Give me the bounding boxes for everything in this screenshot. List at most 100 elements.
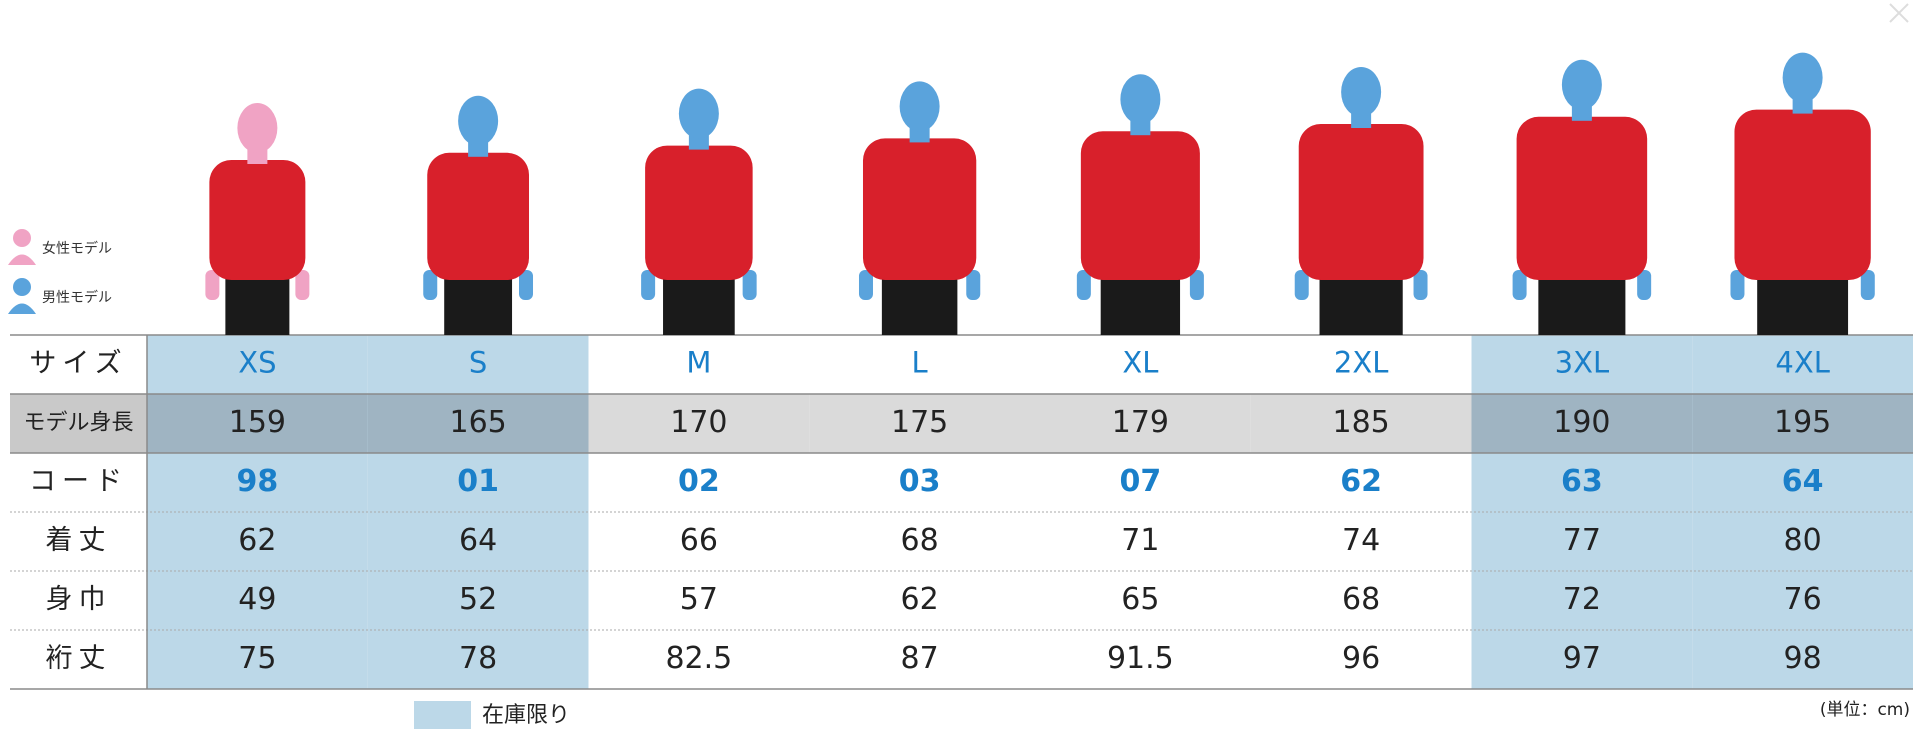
value-cell: 62 xyxy=(901,582,939,617)
value-cell: 87 xyxy=(901,641,939,676)
value-cell: 68 xyxy=(1342,582,1380,617)
value-cell: 80 xyxy=(1784,523,1822,558)
value-cell: 62 xyxy=(238,523,276,558)
figure-jacket xyxy=(645,145,753,280)
value-cell: 71 xyxy=(1121,523,1159,558)
female-icon xyxy=(13,229,31,247)
value-cell: 165 xyxy=(449,405,506,440)
figure-jacket xyxy=(1298,124,1424,280)
male-icon-body xyxy=(8,303,36,314)
figure-pants xyxy=(1757,275,1849,335)
figure-hand xyxy=(641,270,656,300)
stock-swatch xyxy=(414,701,471,729)
row-label: 裄丈 xyxy=(46,643,112,674)
male-legend: 男性モデル xyxy=(42,289,112,306)
close-icon xyxy=(1889,3,1909,23)
height-label-bg xyxy=(10,394,147,453)
value-cell: 03 xyxy=(899,464,941,499)
value-cell: 77 xyxy=(1563,523,1601,558)
value-cell: 07 xyxy=(1120,464,1162,499)
value-cell: 75 xyxy=(238,641,276,676)
height-row-bg xyxy=(1471,394,1693,453)
figure-hand xyxy=(1413,270,1428,300)
height-row-bg xyxy=(367,394,589,453)
stock-legend: 在庫限り xyxy=(482,703,570,728)
figure-jacket xyxy=(1734,109,1871,280)
height-row-bg xyxy=(588,394,810,453)
value-cell: 98 xyxy=(237,464,279,499)
size-cell: L xyxy=(912,346,928,380)
value-cell: 01 xyxy=(457,464,499,499)
figure-pants xyxy=(444,275,513,335)
value-cell: 52 xyxy=(459,582,497,617)
figure-jacket xyxy=(862,138,977,280)
figure-hand xyxy=(205,270,220,300)
height-row-bg xyxy=(1030,394,1251,453)
figure-jacket xyxy=(427,152,530,280)
value-cell: 74 xyxy=(1342,523,1380,558)
value-cell: 66 xyxy=(680,523,718,558)
row-label: 身巾 xyxy=(46,584,112,615)
value-cell: 175 xyxy=(891,405,948,440)
figure-hand xyxy=(966,270,981,300)
value-cell: 190 xyxy=(1553,405,1610,440)
value-cell: 64 xyxy=(459,523,497,558)
figure-jacket xyxy=(209,160,306,280)
value-cell: 97 xyxy=(1563,641,1601,676)
value-cell: 64 xyxy=(1782,464,1824,499)
size-cell: XL xyxy=(1122,346,1158,380)
value-cell: 02 xyxy=(678,464,720,499)
figure-hand xyxy=(1637,270,1652,300)
row-label: コード xyxy=(29,466,128,497)
size-cell: 2XL xyxy=(1334,346,1388,380)
figure-hand xyxy=(423,270,438,300)
figure-jacket xyxy=(1080,131,1200,280)
figure-head xyxy=(678,88,719,139)
value-cell: 195 xyxy=(1774,405,1831,440)
value-cell: 62 xyxy=(1340,464,1382,499)
value-cell: 63 xyxy=(1561,464,1603,499)
figure-hand xyxy=(1189,270,1204,300)
value-cell: 76 xyxy=(1784,582,1822,617)
figure-pants xyxy=(1319,275,1403,335)
value-cell: 159 xyxy=(229,405,286,440)
height-row-bg xyxy=(809,394,1030,453)
value-cell: 185 xyxy=(1332,405,1389,440)
value-cell: 91.5 xyxy=(1107,641,1174,676)
male-icon xyxy=(13,278,31,296)
figure-pants xyxy=(225,275,290,335)
row-label: 着丈 xyxy=(46,525,112,556)
figure-head xyxy=(1782,52,1823,103)
size-cell: S xyxy=(469,346,487,380)
value-cell: 78 xyxy=(459,641,497,676)
figure-hand xyxy=(742,270,757,300)
size-cell: M xyxy=(686,346,711,380)
value-cell: 65 xyxy=(1121,582,1159,617)
figure-head xyxy=(458,95,499,146)
female-icon-body xyxy=(8,254,36,265)
figure-hand xyxy=(1512,270,1527,300)
figure-pants xyxy=(881,275,958,335)
row-label: モデル身長 xyxy=(23,411,133,436)
height-row-bg xyxy=(1250,394,1472,453)
figure-hand xyxy=(1730,270,1745,300)
value-cell: 68 xyxy=(901,523,939,558)
figure-hand xyxy=(1860,270,1875,300)
figure-head xyxy=(237,103,278,153)
height-row-bg xyxy=(147,394,368,453)
figure-hand xyxy=(295,270,310,300)
figure-head xyxy=(1341,67,1382,117)
value-cell: 72 xyxy=(1563,582,1601,617)
figure-pants xyxy=(1538,275,1626,335)
size-cell: 3XL xyxy=(1555,346,1609,380)
unit-note: (単位：cm) xyxy=(1820,700,1910,720)
figure-hand xyxy=(1076,270,1091,300)
value-cell: 82.5 xyxy=(665,641,732,676)
figure-head xyxy=(1120,74,1161,125)
height-row-bg xyxy=(1692,394,1913,453)
figure-jacket xyxy=(1516,116,1648,280)
value-cell: 170 xyxy=(670,405,727,440)
value-cell: 49 xyxy=(238,582,276,617)
